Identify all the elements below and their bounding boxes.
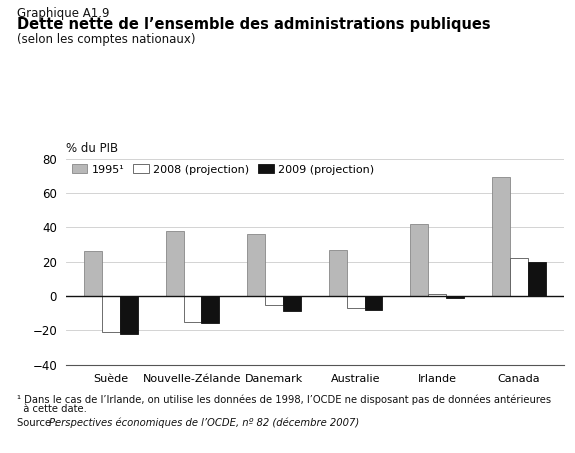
- Bar: [428, 294, 446, 296]
- Bar: [329, 250, 347, 296]
- Text: (selon les comptes nationaux): (selon les comptes nationaux): [17, 33, 196, 46]
- Bar: [102, 296, 120, 332]
- Bar: [528, 262, 546, 296]
- Text: % du PIB: % du PIB: [66, 142, 118, 155]
- Bar: [492, 178, 509, 296]
- Bar: [166, 231, 183, 296]
- Bar: [84, 251, 102, 296]
- Bar: [365, 296, 382, 310]
- Bar: [247, 234, 265, 296]
- Bar: [509, 258, 528, 296]
- Bar: [446, 296, 464, 298]
- Text: Perspectives économiques de l’OCDE, nº 82 (décembre 2007): Perspectives économiques de l’OCDE, nº 8…: [49, 418, 359, 428]
- Bar: [120, 296, 138, 334]
- Bar: [410, 224, 428, 296]
- Text: ¹ Dans le cas de l’Irlande, on utilise les données de 1998, l’OCDE ne disposant : ¹ Dans le cas de l’Irlande, on utilise l…: [17, 394, 551, 405]
- Text: à cette date.: à cette date.: [17, 404, 87, 414]
- Bar: [201, 296, 220, 323]
- Bar: [347, 296, 365, 308]
- Text: Source :: Source :: [17, 418, 61, 428]
- Bar: [283, 296, 301, 311]
- Bar: [265, 296, 283, 304]
- Text: Graphique A1.9: Graphique A1.9: [17, 7, 110, 20]
- Bar: [183, 296, 201, 322]
- Text: Dette nette de l’ensemble des administrations publiques: Dette nette de l’ensemble des administra…: [17, 17, 491, 32]
- Legend: 1995¹, 2008 (projection), 2009 (projection): 1995¹, 2008 (projection), 2009 (projecti…: [72, 164, 374, 174]
